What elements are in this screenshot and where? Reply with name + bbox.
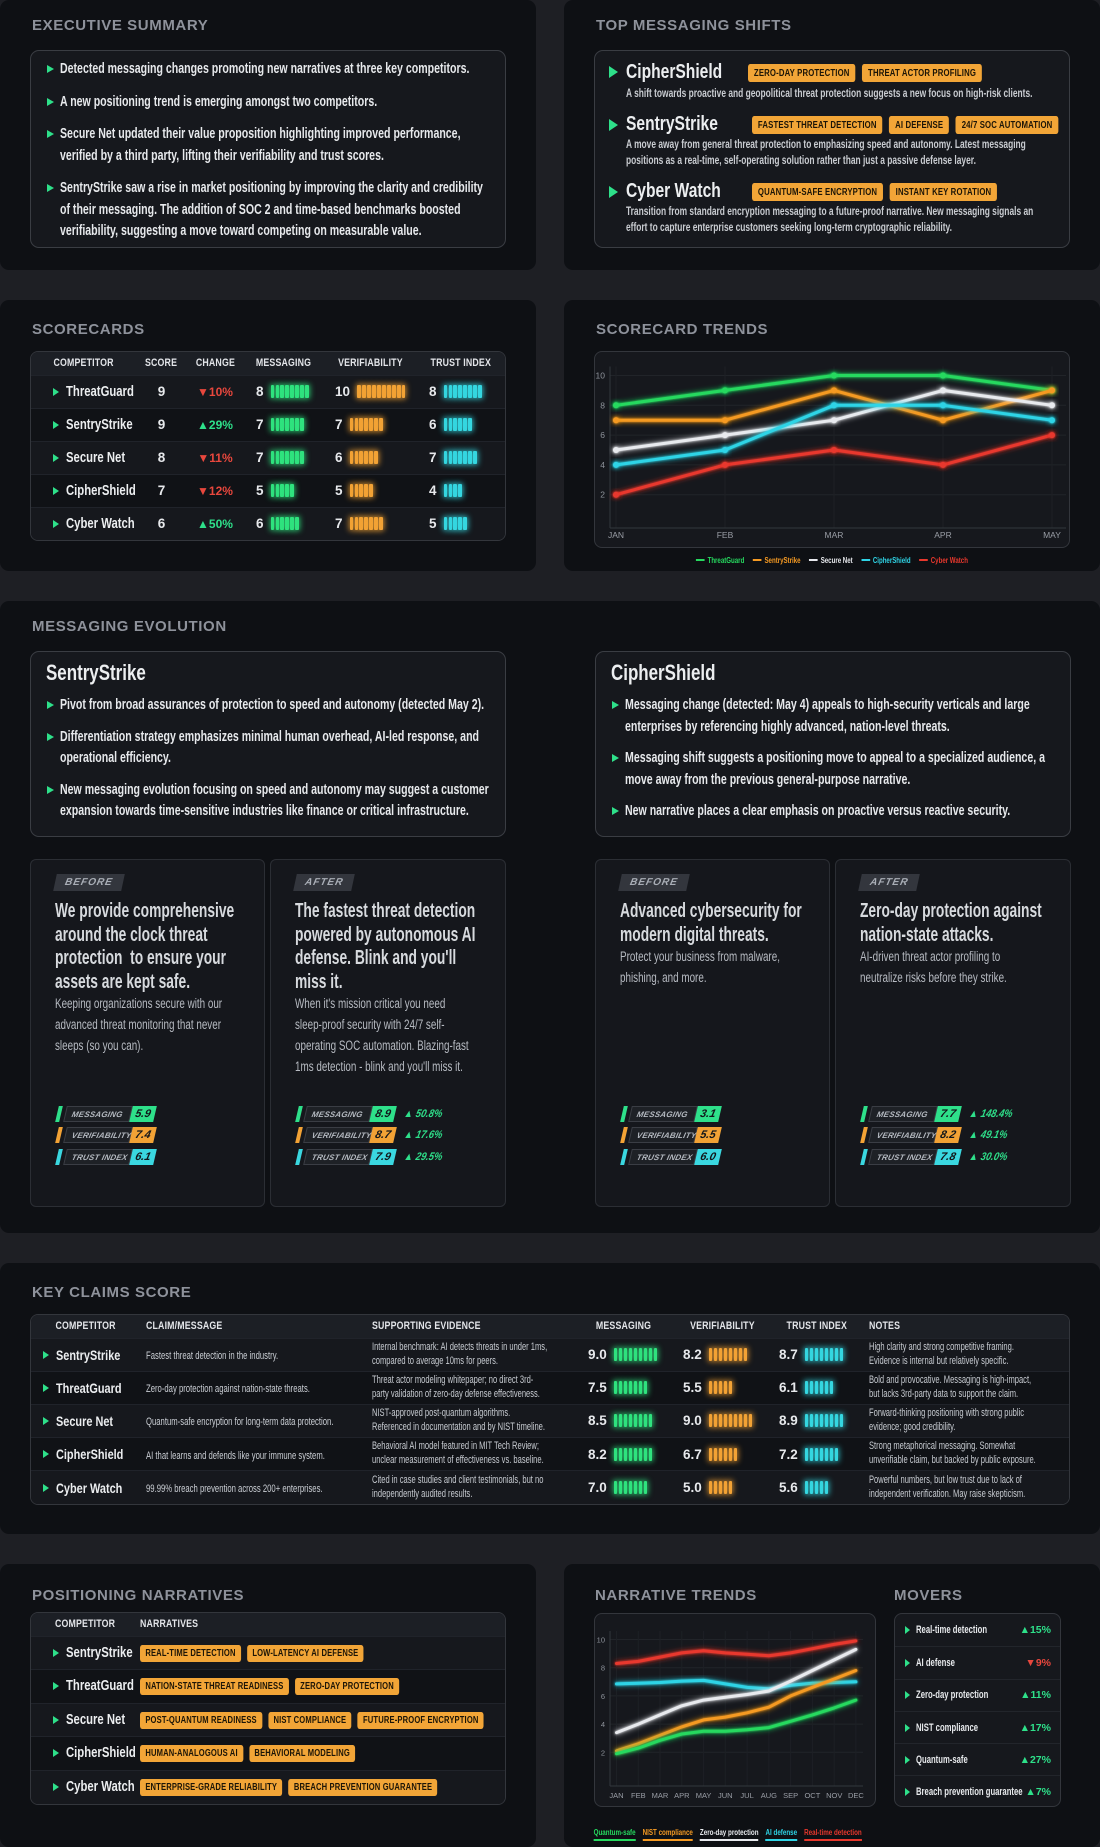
svg-text:APR: APR [674, 1791, 690, 1800]
svg-text:MAR: MAR [825, 530, 844, 540]
svg-text:AUG: AUG [761, 1791, 777, 1800]
svg-text:8: 8 [601, 1664, 605, 1673]
svg-text:NOV: NOV [826, 1791, 842, 1800]
svg-text:FEB: FEB [631, 1791, 646, 1800]
svg-text:JUL: JUL [740, 1791, 753, 1800]
svg-text:MAY: MAY [1043, 530, 1061, 540]
svg-text:SEP: SEP [783, 1791, 798, 1800]
svg-text:6: 6 [601, 1692, 605, 1701]
svg-text:JAN: JAN [608, 530, 624, 540]
svg-text:10: 10 [597, 1636, 605, 1645]
svg-text:2: 2 [601, 1748, 605, 1757]
svg-text:DEC: DEC [848, 1791, 864, 1800]
svg-text:4: 4 [601, 1720, 605, 1729]
svg-text:MAR: MAR [652, 1791, 669, 1800]
svg-text:OCT: OCT [804, 1791, 820, 1800]
svg-text:8: 8 [600, 400, 605, 410]
svg-text:FEB: FEB [717, 530, 734, 540]
svg-text:10: 10 [596, 371, 606, 381]
svg-text:4: 4 [600, 460, 605, 470]
svg-text:APR: APR [934, 530, 951, 540]
svg-text:JUN: JUN [718, 1791, 733, 1800]
svg-text:2: 2 [600, 490, 605, 500]
svg-text:6: 6 [600, 430, 605, 440]
svg-text:JAN: JAN [609, 1791, 623, 1800]
svg-text:MAY: MAY [696, 1791, 712, 1800]
